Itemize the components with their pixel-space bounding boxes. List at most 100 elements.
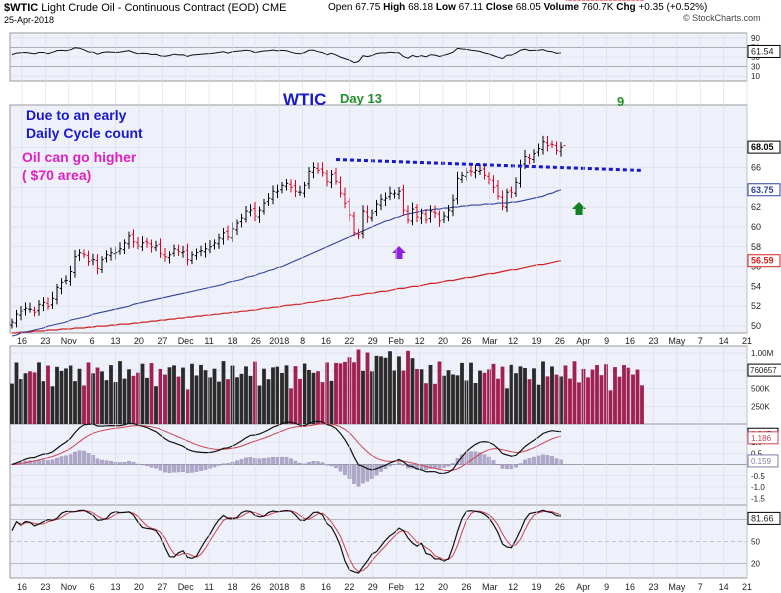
last-price-tag: 68.05 (751, 142, 774, 152)
volume-bar (491, 363, 496, 424)
macd-histogram-bar (208, 464, 212, 469)
x-tick-label: 20 (134, 582, 144, 592)
volume-bar (37, 362, 41, 424)
macd-histogram-bar (226, 463, 230, 465)
macd-histogram-bar (527, 458, 532, 465)
volume-bar (154, 386, 158, 424)
macd-histogram-bar (280, 456, 284, 465)
price-tick-label: 54 (751, 281, 761, 291)
volume-bar (104, 380, 109, 424)
volume-tick-label: 250K (751, 402, 770, 411)
macd-histogram-bar (212, 464, 217, 468)
macd-histogram-bar (239, 459, 244, 465)
volume-value: 760.7K (581, 2, 614, 13)
macd-histogram-bar (86, 453, 91, 465)
volume-bar (19, 379, 23, 424)
volume-bar (343, 361, 347, 424)
volume-last-label: 760657 (750, 366, 777, 375)
volume-bar (550, 366, 554, 424)
macd-histogram-bar (158, 464, 163, 471)
volume-bar (244, 366, 248, 424)
volume-tick-label: 500K (751, 385, 770, 394)
x-tick-label: 16 (17, 582, 27, 592)
x-tick-label: 19 (532, 582, 542, 592)
macd-histogram-bar (500, 464, 505, 469)
volume-bar (640, 385, 644, 424)
macd-histogram-bar (433, 464, 437, 468)
x-tick-label: 26 (251, 582, 261, 592)
macd-histogram-bar (401, 464, 406, 466)
volume-bar (293, 366, 298, 424)
macd-histogram-bar (271, 456, 275, 465)
volume-bar (235, 377, 239, 424)
macd-histogram-bar (383, 464, 388, 469)
volume-bar (239, 373, 244, 424)
chart-title: WTIC (283, 90, 327, 109)
volume-bar (334, 362, 338, 424)
volume-bar (41, 381, 46, 424)
change-value: +0.35 (+0.52%) (638, 2, 708, 13)
volume-bar (460, 362, 464, 424)
macd-histogram-bar (532, 456, 536, 465)
x-tick-label: Feb (388, 336, 404, 346)
macd-histogram-bar (64, 455, 68, 465)
x-tick-label: Apr (576, 336, 590, 346)
x-tick-label: Feb (388, 582, 404, 592)
volume-bar (28, 371, 32, 424)
x-tick-label: Apr (576, 582, 590, 592)
volume-bar (388, 351, 392, 424)
volume-bar (289, 388, 293, 424)
peak-count-label: 9 (617, 94, 625, 109)
x-tick-label: 26 (555, 336, 565, 346)
volume-bar (163, 374, 167, 424)
macd-histogram-bar (244, 457, 248, 465)
macd-histogram-bar (365, 464, 370, 482)
x-tick-label: 23 (648, 582, 658, 592)
price-tick-label: 52 (751, 301, 761, 311)
volume-bar (158, 368, 163, 424)
volume-bar (316, 371, 320, 424)
macd-histogram-bar (194, 464, 199, 472)
volume-bar (352, 362, 356, 424)
volume-bar (527, 379, 532, 424)
macd-histogram-bar (487, 456, 491, 465)
volume-bar (280, 372, 284, 424)
x-tick-label: 12 (415, 336, 425, 346)
x-tick-label: 13 (111, 582, 121, 592)
macd-histogram-bar (131, 462, 136, 465)
volume-bar (365, 352, 370, 424)
x-tick-label: 19 (532, 336, 542, 346)
ma50-tag: 63.75 (751, 185, 774, 195)
volume-bar (266, 379, 271, 424)
macd-histogram-bar (257, 458, 262, 465)
volume-bar (514, 373, 518, 424)
macd-tick-label: -1.5 (751, 494, 765, 503)
rsi-panel: 103050709061.54 (10, 34, 781, 81)
macd-histogram-bar (262, 458, 266, 465)
volume-bar (23, 373, 28, 424)
macd-histogram-bar (154, 464, 158, 469)
volume-bar (577, 382, 581, 424)
macd-histogram-bar (307, 462, 311, 465)
macd-histogram-bar (248, 457, 253, 465)
volume-bar (505, 388, 509, 424)
macd-histogram-bar (320, 462, 325, 465)
header-left: $WTIC Light Crude Oil - Continuous Contr… (4, 2, 286, 14)
stoch-last-box (747, 511, 781, 525)
macd-histogram-bar (559, 459, 563, 465)
x-tick-label: Dec (178, 336, 195, 346)
volume-bar (559, 376, 563, 424)
macd-histogram-bar (32, 460, 37, 465)
volume-bar (554, 374, 559, 424)
volume-bar (545, 376, 550, 424)
volume-bar (608, 390, 613, 424)
macd-histogram-bar (329, 464, 334, 467)
x-tick-label: 2018 (269, 336, 289, 346)
x-tick-label: 9 (604, 582, 609, 592)
volume-bar (10, 383, 14, 424)
stoch-tick-label: 50 (751, 538, 760, 547)
macd-histogram-bar (46, 460, 50, 465)
x-tick-label: 14 (719, 582, 729, 592)
cycle-note-line2: Daily Cycle count (26, 125, 143, 141)
macd-histogram-bar (41, 459, 46, 465)
